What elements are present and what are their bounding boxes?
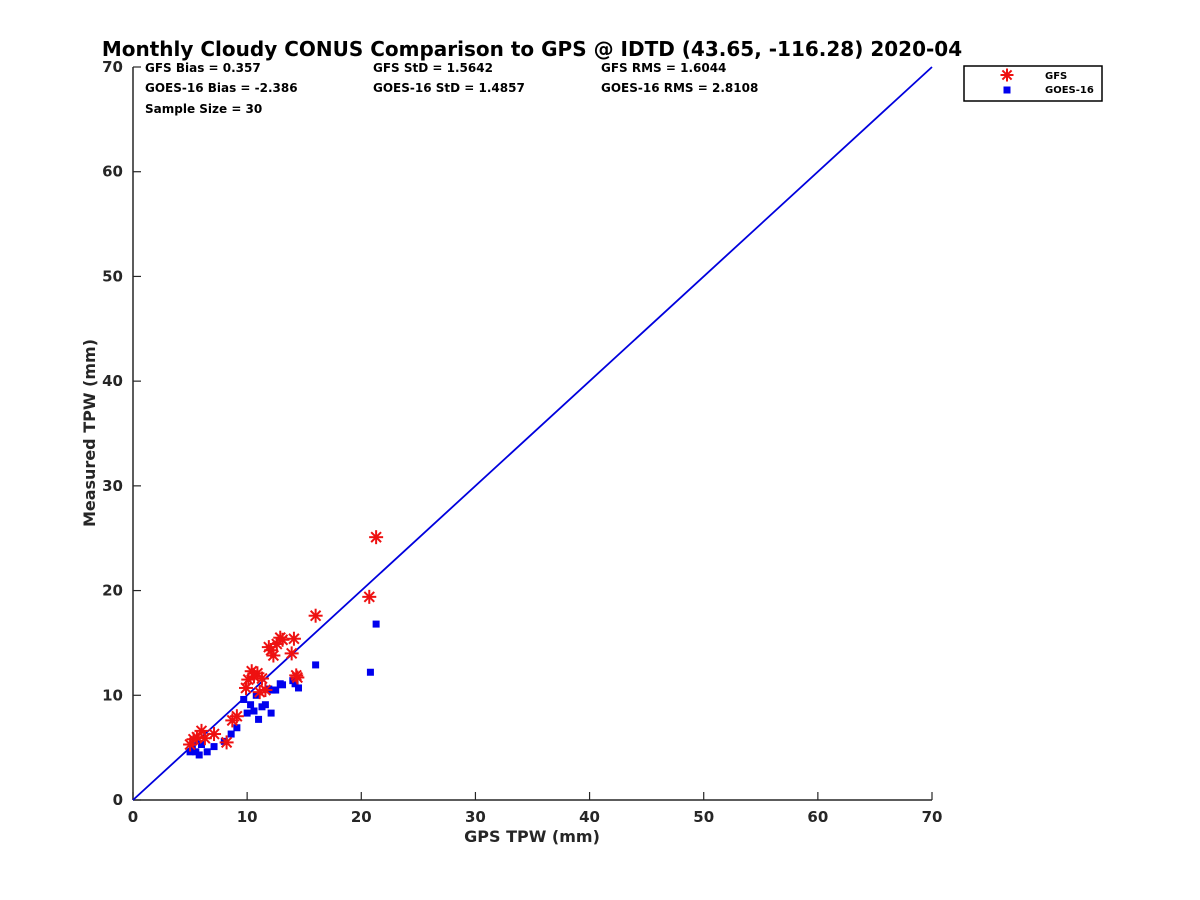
stat-text: GFS RMS = 1.6044 [601, 61, 726, 75]
gfs-series [183, 530, 384, 752]
goes16-point [203, 748, 211, 756]
gfs-point [308, 608, 323, 623]
x-tick-label: 40 [579, 808, 600, 826]
one-to-one-line [132, 66, 933, 801]
stat-text: GFS StD = 1.5642 [373, 61, 493, 75]
y-tick-label: 10 [102, 686, 123, 704]
goes16-point [243, 709, 251, 717]
y-tick-label: 60 [102, 163, 123, 181]
y-tick-label: 40 [102, 372, 123, 390]
x-tick-label: 70 [922, 808, 943, 826]
x-axis-label: GPS TPW (mm) [464, 827, 600, 846]
goes16-point [372, 620, 380, 628]
legend-gfs-marker [1000, 68, 1014, 82]
legend-goes16-label: GOES-16 [1045, 85, 1094, 96]
y-ticks: 0 10 20 30 40 50 60 70 [102, 58, 141, 809]
gfs-point [207, 727, 222, 742]
gfs-point [229, 709, 244, 724]
goes16-point [261, 701, 269, 709]
stat-text: GFS Bias = 0.357 [145, 61, 261, 75]
gfs-point [239, 680, 254, 695]
gfs-legend-symbol [1000, 68, 1014, 82]
goes16-point [233, 724, 241, 732]
y-tick-label: 70 [102, 58, 123, 76]
y-tick-label: 0 [113, 791, 123, 809]
x-tick-label: 50 [693, 808, 714, 826]
goes16-point [291, 680, 299, 688]
goes16-point [267, 709, 275, 717]
x-tick-label: 60 [807, 808, 828, 826]
gfs-point [275, 632, 290, 647]
goes16-point [227, 730, 235, 738]
stat-text: GOES-16 Bias = -2.386 [145, 81, 298, 95]
goes16-point [366, 668, 374, 676]
statistics-text-block: GFS Bias = 0.357 GFS StD = 1.5642 GFS RMS … [145, 61, 758, 116]
y-tick-label: 50 [102, 267, 123, 285]
stat-text: Sample Size = 30 [145, 102, 262, 116]
gfs-point [266, 648, 281, 663]
chart-title: Monthly Cloudy CONUS Comparison to GPS @… [102, 37, 962, 61]
legend: GFS GOES-16 [963, 65, 1103, 102]
reference-line-group [132, 66, 933, 801]
gfs-point [284, 646, 299, 661]
gfs-point [254, 671, 269, 686]
legend-box [963, 65, 1103, 102]
goes16-legend-symbol [1003, 86, 1011, 94]
goes16-point [197, 741, 205, 749]
legend-gfs-label: GFS [1045, 71, 1067, 82]
y-tick-label: 30 [102, 477, 123, 495]
gfs-point [290, 670, 305, 685]
x-tick-label: 30 [465, 808, 486, 826]
goes16-point [255, 715, 263, 723]
x-tick-label: 10 [237, 808, 258, 826]
gfs-point [269, 636, 284, 651]
goes16-point [210, 743, 218, 751]
gfs-point [369, 530, 384, 545]
legend-goes16-marker [1003, 86, 1011, 94]
gfs-point [286, 631, 301, 646]
x-tick-label: 0 [128, 808, 138, 826]
x-ticks: 0 10 20 30 40 50 60 70 [128, 792, 943, 826]
goes16-point [250, 707, 258, 715]
stat-text: GOES-16 RMS = 2.8108 [601, 81, 758, 95]
x-tick-label: 20 [351, 808, 372, 826]
goes16-point [279, 681, 287, 689]
gfs-point [219, 735, 234, 750]
goes16-point [247, 701, 255, 709]
y-tick-label: 20 [102, 582, 123, 600]
stat-text: GOES-16 StD = 1.4857 [373, 81, 525, 95]
goes16-point [240, 695, 248, 703]
goes16-point [295, 684, 303, 692]
gfs-point [258, 683, 273, 698]
goes16-point [312, 661, 320, 669]
goes16-point [272, 686, 280, 694]
y-axis-label: Measured TPW (mm) [80, 339, 99, 527]
goes16-point [195, 751, 203, 759]
plot-area: 0 10 20 30 40 50 60 70 0 10 20 30 40 50 60 70 [102, 58, 942, 826]
gfs-point [362, 589, 377, 604]
